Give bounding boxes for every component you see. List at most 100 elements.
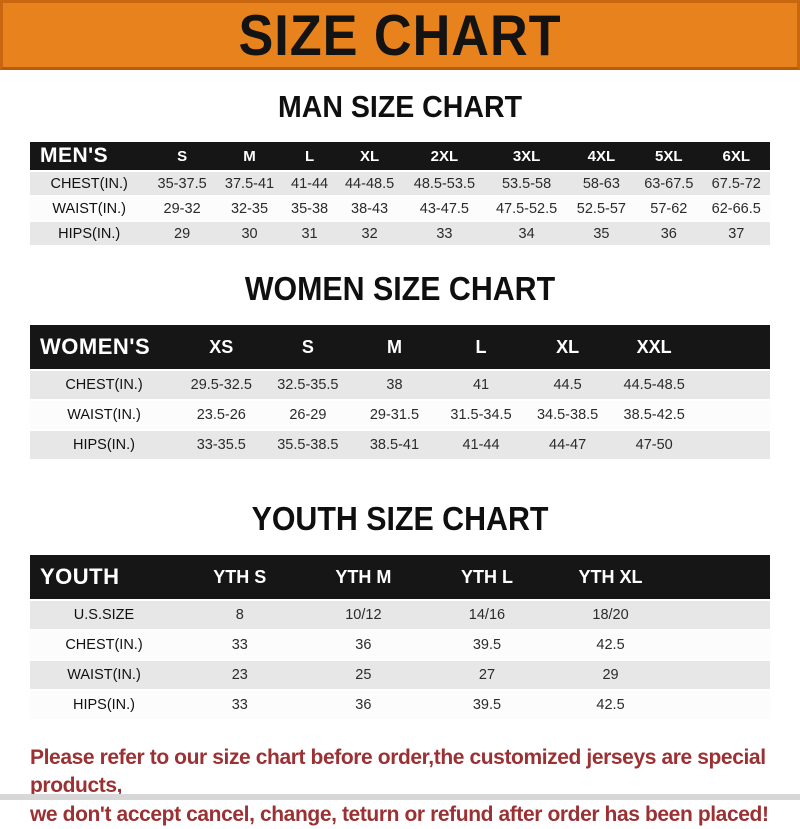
column-header-2xl: 2XL (403, 142, 486, 170)
size-value-cell: 23 (178, 661, 302, 689)
size-value-cell: 32.5-35.5 (264, 371, 352, 399)
size-value-cell: 41 (437, 371, 525, 399)
youth-header-row: YOUTH YTH S YTH M YTH L YTH XL (30, 555, 770, 599)
women-row-chest-in: CHEST(IN.) 29.5-32.5 32.5-35.5 38 41 44.5 44.5… (30, 371, 770, 399)
size-value-cell: 38.5-42.5 (610, 401, 698, 429)
row-label: WAIST(IN.) (30, 661, 178, 689)
size-value-cell: 31 (283, 222, 336, 245)
size-chart-banner: SIZE CHART (0, 0, 800, 70)
size-value-cell: 18/20 (548, 601, 673, 629)
size-value-cell: 29 (548, 661, 673, 689)
size-value-cell: 52.5-57 (567, 197, 636, 220)
size-value-cell: 44.5 (524, 371, 611, 399)
size-value-cell: 47-50 (610, 431, 698, 459)
size-value-cell: 25 (301, 661, 426, 689)
column-header-m: M (351, 325, 438, 369)
row-filler (672, 631, 770, 659)
row-label: HIPS(IN.) (30, 691, 178, 719)
men-row-waist-in: WAIST(IN.) 29-32 32-35 35-38 38-43 43-47.5 47.… (30, 197, 770, 220)
row-filler (697, 431, 770, 459)
size-value-cell: 29-31.5 (351, 401, 438, 429)
man-size-table: MEN'S S M L XL 2XL 3XL 4XL 5XL 6XL CHEST(IN.) 35-37… (30, 140, 770, 247)
header-filler (672, 555, 770, 599)
size-value-cell: 39.5 (425, 691, 549, 719)
size-value-cell: 29-32 (148, 197, 216, 220)
size-value-cell: 35 (567, 222, 636, 245)
disclaimer-line-1: Please refer to our size chart before or… (30, 746, 766, 798)
size-value-cell: 48.5-53.5 (403, 172, 486, 195)
size-value-cell: 43-47.5 (403, 197, 486, 220)
men-row-hips-in: HIPS(IN.) 29 30 31 32 33 34 35 36 37 (30, 222, 770, 245)
size-value-cell: 36 (301, 631, 426, 659)
size-value-cell: 44.5-48.5 (610, 371, 698, 399)
row-label: HIPS(IN.) (30, 222, 149, 245)
disclaimer-line-2: we don't accept cancel, change, teturn o… (30, 802, 769, 826)
size-value-cell: 47.5-52.5 (485, 197, 568, 220)
page-title: SIZE CHART (238, 2, 562, 68)
row-filler (697, 371, 770, 399)
row-label: CHEST(IN.) (30, 172, 149, 195)
column-header-5xl: 5XL (635, 142, 703, 170)
size-value-cell: 67.5-72 (702, 172, 770, 195)
size-value-cell: 36 (301, 691, 426, 719)
women-header-row: WOMEN'S XS S M L XL XXL (30, 325, 770, 369)
disclaimer-note: Please refer to our size chart before or… (30, 744, 780, 829)
men-header-row: MEN'S S M L XL 2XL 3XL 4XL 5XL 6XL (30, 142, 770, 170)
size-value-cell: 33 (403, 222, 486, 245)
row-label: CHEST(IN.) (30, 631, 178, 659)
size-value-cell: 29.5-32.5 (178, 371, 265, 399)
man-section-heading: MAN SIZE CHART (277, 89, 523, 124)
size-value-cell: 33 (178, 691, 302, 719)
image-bottom-edge (0, 794, 800, 800)
youth-row-u-s-size: U.S.SIZE 8 10/12 14/16 18/20 (30, 601, 770, 629)
size-value-cell: 37 (702, 222, 770, 245)
size-value-cell: 8 (178, 601, 302, 629)
size-value-cell: 57-62 (635, 197, 703, 220)
column-header-xl: XL (335, 142, 404, 170)
size-value-cell: 14/16 (425, 601, 549, 629)
size-value-cell: 42.5 (548, 631, 673, 659)
size-value-cell: 35-38 (283, 197, 336, 220)
row-filler (672, 691, 770, 719)
size-value-cell: 30 (215, 222, 284, 245)
men-row-chest-in: CHEST(IN.) 35-37.5 37.5-41 41-44 44-48.5 48.5… (30, 172, 770, 195)
women-size-table: WOMEN'S XS S M L XL XXL CHEST(IN.) 29.5-32.5 32.5… (30, 323, 770, 461)
youth-row-hips-in: HIPS(IN.) 33 36 39.5 42.5 (30, 691, 770, 719)
column-header-m: M (215, 142, 284, 170)
column-header-s: S (264, 325, 352, 369)
youth-row-chest-in: CHEST(IN.) 33 36 39.5 42.5 (30, 631, 770, 659)
youth-section-heading: YOUTH SIZE CHART (251, 500, 549, 537)
size-value-cell: 10/12 (301, 601, 426, 629)
youth-row-waist-in: WAIST(IN.) 23 25 27 29 (30, 661, 770, 689)
size-value-cell: 29 (148, 222, 216, 245)
size-value-cell: 44-47 (524, 431, 611, 459)
row-filler (672, 601, 770, 629)
youth-size-table: YOUTH YTH S YTH M YTH L YTH XL U.S.SIZE 8 10/12… (30, 553, 770, 721)
size-value-cell: 31.5-34.5 (437, 401, 525, 429)
size-value-cell: 41-44 (283, 172, 336, 195)
women-corner-label: WOMEN'S (30, 325, 178, 369)
size-value-cell: 41-44 (437, 431, 525, 459)
row-label: CHEST(IN.) (30, 371, 178, 399)
size-value-cell: 62-66.5 (702, 197, 770, 220)
men-corner-label: MEN'S (30, 142, 149, 170)
header-filler (697, 325, 770, 369)
column-header-s: S (148, 142, 216, 170)
column-header-xxl: XXL (610, 325, 698, 369)
column-header-l: L (437, 325, 525, 369)
row-label: WAIST(IN.) (30, 401, 178, 429)
size-value-cell: 32 (335, 222, 404, 245)
row-filler (672, 661, 770, 689)
size-value-cell: 37.5-41 (215, 172, 284, 195)
size-value-cell: 27 (425, 661, 549, 689)
size-value-cell: 35-37.5 (148, 172, 216, 195)
size-value-cell: 26-29 (264, 401, 352, 429)
size-value-cell: 23.5-26 (178, 401, 265, 429)
size-value-cell: 38.5-41 (351, 431, 438, 459)
size-value-cell: 42.5 (548, 691, 673, 719)
size-value-cell: 33 (178, 631, 302, 659)
column-header-yth-xl: YTH XL (548, 555, 673, 599)
column-header-l: L (283, 142, 336, 170)
women-row-hips-in: HIPS(IN.) 33-35.5 35.5-38.5 38.5-41 41-44 44-… (30, 431, 770, 459)
size-value-cell: 39.5 (425, 631, 549, 659)
